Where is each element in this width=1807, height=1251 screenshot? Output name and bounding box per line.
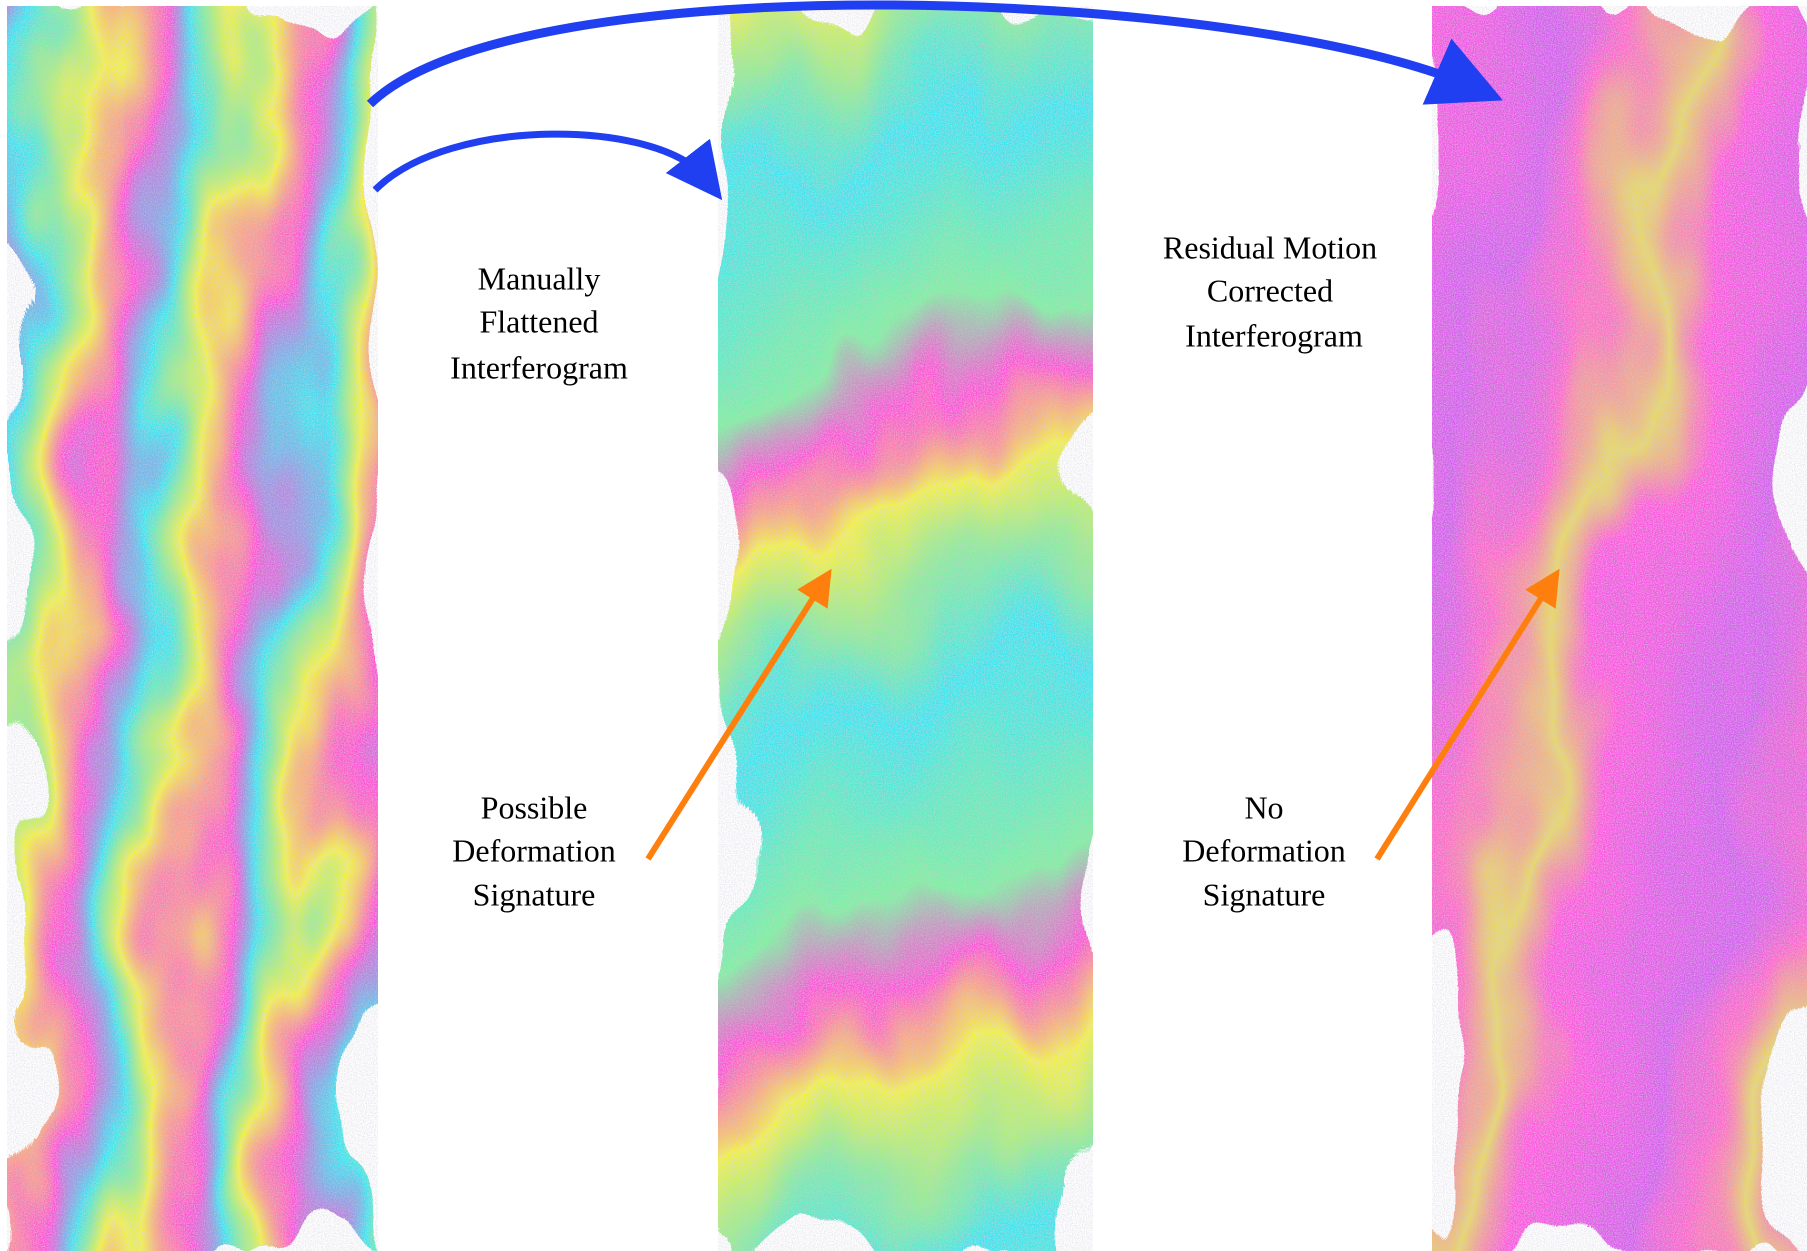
label-text: Residual Motion <box>1163 229 1377 265</box>
label-text: Deformation <box>452 832 616 868</box>
interferogram-panel <box>1432 6 1807 1251</box>
label-text: Deformation <box>1182 832 1346 868</box>
label-text: Interferogram <box>450 349 628 385</box>
blue-arrow <box>375 134 705 190</box>
label-text: Signature <box>473 876 596 912</box>
page: Manually Flattened Interferogram Residua… <box>0 0 1807 1251</box>
label-text: Corrected <box>1207 272 1333 308</box>
label-text: Flattened <box>479 303 598 339</box>
label-text: Signature <box>1203 876 1326 912</box>
label-text: Interferogram <box>1185 317 1363 353</box>
label-text: Manually <box>478 260 601 296</box>
label-text: No <box>1244 789 1283 825</box>
label-text: Possible <box>481 789 588 825</box>
interferogram-panel <box>7 6 378 1251</box>
interferogram-panel <box>718 6 1093 1251</box>
figure: Manually Flattened Interferogram Residua… <box>0 0 1807 1251</box>
